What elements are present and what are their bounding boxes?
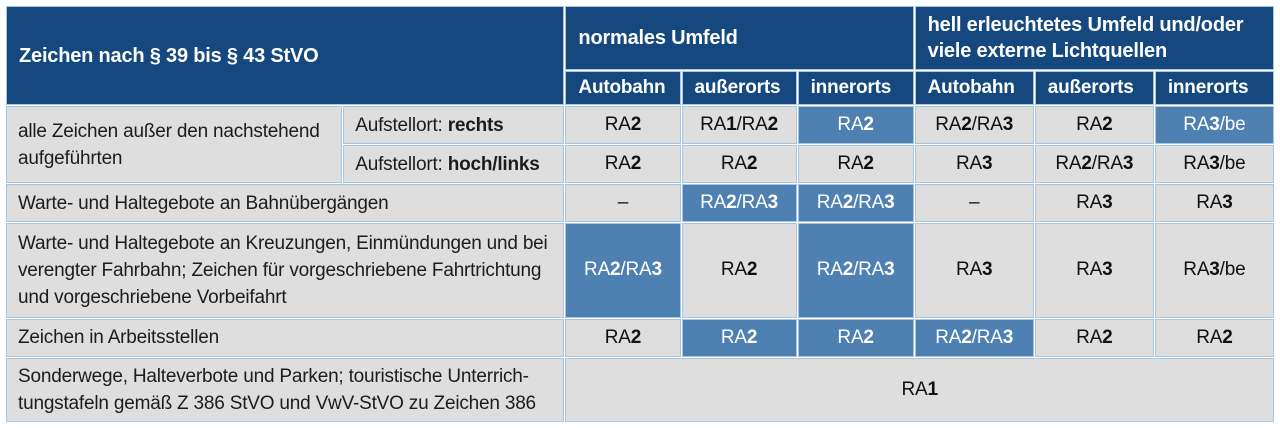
ra-class-cell: RA2 <box>566 107 680 144</box>
ra-class-cell: RA3 <box>915 146 1033 183</box>
ra-class-cell: RA3/be <box>1155 107 1273 144</box>
ra-class-cell: RA3 <box>1035 224 1153 317</box>
table-row: Warte- und Haltegebote an Kreuzungen, Ei… <box>7 224 1273 317</box>
ra-class-cell: RA3 <box>1155 185 1273 222</box>
ra-class-cell: RA3 <box>1035 185 1153 222</box>
ra-class-cell: RA2 <box>798 146 913 183</box>
row-label: Zeichen in Arbeitsstellen <box>7 319 564 356</box>
ra-class-cell: – <box>915 185 1033 222</box>
ra-class-cell: RA2 <box>1155 319 1273 356</box>
ra-class-cell: RA2 <box>566 319 680 356</box>
ra-class-cell: RA3/be <box>1155 224 1273 317</box>
column-header: Autobahn <box>566 72 680 104</box>
aufstellort-label: Aufstellort: hoch/links <box>344 146 564 183</box>
ra-class-cell: RA2 <box>798 319 913 356</box>
column-header: außerorts <box>1035 72 1153 104</box>
ra-class-cell: RA2/RA3 <box>682 185 796 222</box>
column-header: innerorts <box>1155 72 1273 104</box>
ra-class-cell: RA2 <box>682 146 796 183</box>
ra-class-cell: RA2 <box>798 107 913 144</box>
table-row: Zeichen in Arbeitsstellen RA2 RA2 RA2 RA2/RA… <box>7 319 1273 356</box>
table-row: alle Zeichen außer den nachstehend aufge… <box>7 107 1273 183</box>
table-row: Aufstellort: hoch/links RA2 RA2 RA2 RA3 RA2/R… <box>7 146 1273 183</box>
ra-class-cell: – <box>566 185 680 222</box>
table-row: Warte- und Haltegebote an Bahnübergängen… <box>7 185 1273 222</box>
ra-class-cell: RA2/RA3 <box>798 185 913 222</box>
ra-class-cell: RA2/RA3 <box>915 319 1033 356</box>
ra-class-cell: RA1 <box>566 358 1273 421</box>
column-header: Autobahn <box>915 72 1033 104</box>
row-label: alle Zeichen außer den nachstehend aufge… <box>7 107 342 183</box>
header-row-columns: Autobahn außerorts innerorts Autobahn au… <box>7 72 1273 104</box>
ra-class-cell: RA2 <box>1035 319 1153 356</box>
corner-header: Zeichen nach § 39 bis § 43 StVO <box>7 7 564 104</box>
table-body: alle Zeichen außer den nachstehend aufge… <box>7 107 1273 421</box>
ra-class-cell: RA2/RA3 <box>1035 146 1153 183</box>
ra-class-cell: RA2 <box>682 319 796 356</box>
group-header-hell-erleuchtet: hell erleuchtetes Umfeld und/oder viele … <box>915 7 1273 69</box>
column-header: innerorts <box>798 72 913 104</box>
column-header: außerorts <box>682 72 796 104</box>
group-header-normal-umfeld: normales Umfeld <box>566 7 913 69</box>
ra-class-cell: RA2 <box>1035 107 1153 144</box>
ra-class-cell: RA2/RA3 <box>798 224 913 317</box>
ra-class-cell: RA2 <box>682 224 796 317</box>
row-label: Sonderwege, Halteverbote und Parken; tou… <box>7 358 564 421</box>
ra-class-cell: RA1/RA2 <box>682 107 796 144</box>
header-row-groups: Zeichen nach § 39 bis § 43 StVO normales… <box>7 7 1273 104</box>
aufstellort-label: Aufstellort: rechts <box>344 107 564 144</box>
ra-class-cell: RA2/RA3 <box>915 107 1033 144</box>
ra-class-table: Zeichen nach § 39 bis § 43 StVO normales… <box>4 4 1276 424</box>
ra-class-cell: RA2 <box>566 146 680 183</box>
ra-class-cell: RA3/be <box>1155 146 1273 183</box>
row-label: Warte- und Haltegebote an Bahnübergängen <box>7 185 564 222</box>
row-label: Warte- und Haltegebote an Kreuzungen, Ei… <box>7 224 564 317</box>
table-header: Zeichen nach § 39 bis § 43 StVO normales… <box>7 7 1273 104</box>
table-row: Sonderwege, Halteverbote und Parken; tou… <box>7 358 1273 421</box>
ra-class-cell: RA3 <box>915 224 1033 317</box>
ra-class-cell: RA2/RA3 <box>566 224 680 317</box>
